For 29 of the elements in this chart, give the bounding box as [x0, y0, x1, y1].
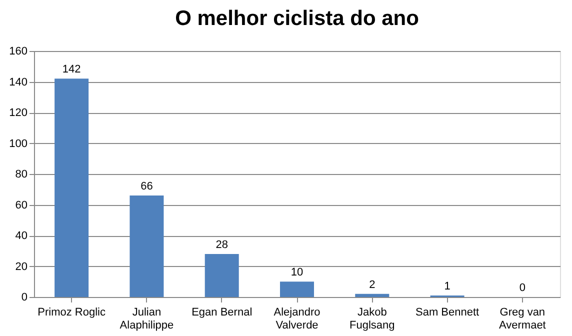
bar	[280, 282, 314, 297]
data-label: 142	[62, 64, 81, 76]
y-tick-label: 120	[9, 107, 28, 119]
y-tick-label: 60	[15, 199, 28, 212]
bar	[54, 78, 89, 297]
y-tick-label: 160	[9, 46, 28, 58]
x-tick-label: Sam Bennett	[415, 306, 480, 318]
y-tick-label: 40	[15, 230, 28, 242]
y-tick-label: 0	[21, 292, 28, 304]
bar	[130, 196, 164, 297]
bar	[204, 254, 239, 297]
bar	[355, 294, 390, 297]
y-tick-label: 140	[9, 76, 28, 88]
y-tick-label: 100	[9, 138, 28, 150]
chart-title: O melhor ciclista do ano	[175, 7, 419, 30]
data-label: 2	[369, 278, 376, 291]
x-tick-label: Greg van Avermaet	[498, 306, 546, 332]
x-tick-label: Alejandro Valverde	[274, 306, 320, 332]
data-label: 10	[290, 266, 304, 279]
data-label: 0	[519, 282, 526, 294]
y-tick-label: 20	[15, 260, 28, 273]
x-tick-label: Primoz Roglic	[38, 306, 106, 318]
y-tick-label: 80	[15, 168, 28, 180]
data-label: 28	[216, 238, 228, 251]
x-tick-label: Egan Bernal	[192, 306, 252, 318]
x-tick-label: Jakob Fuglsang	[350, 306, 395, 332]
data-label: 1	[444, 280, 450, 292]
data-label: 66	[140, 180, 153, 193]
x-tick-label: Julian Alaphilippe	[120, 306, 174, 332]
